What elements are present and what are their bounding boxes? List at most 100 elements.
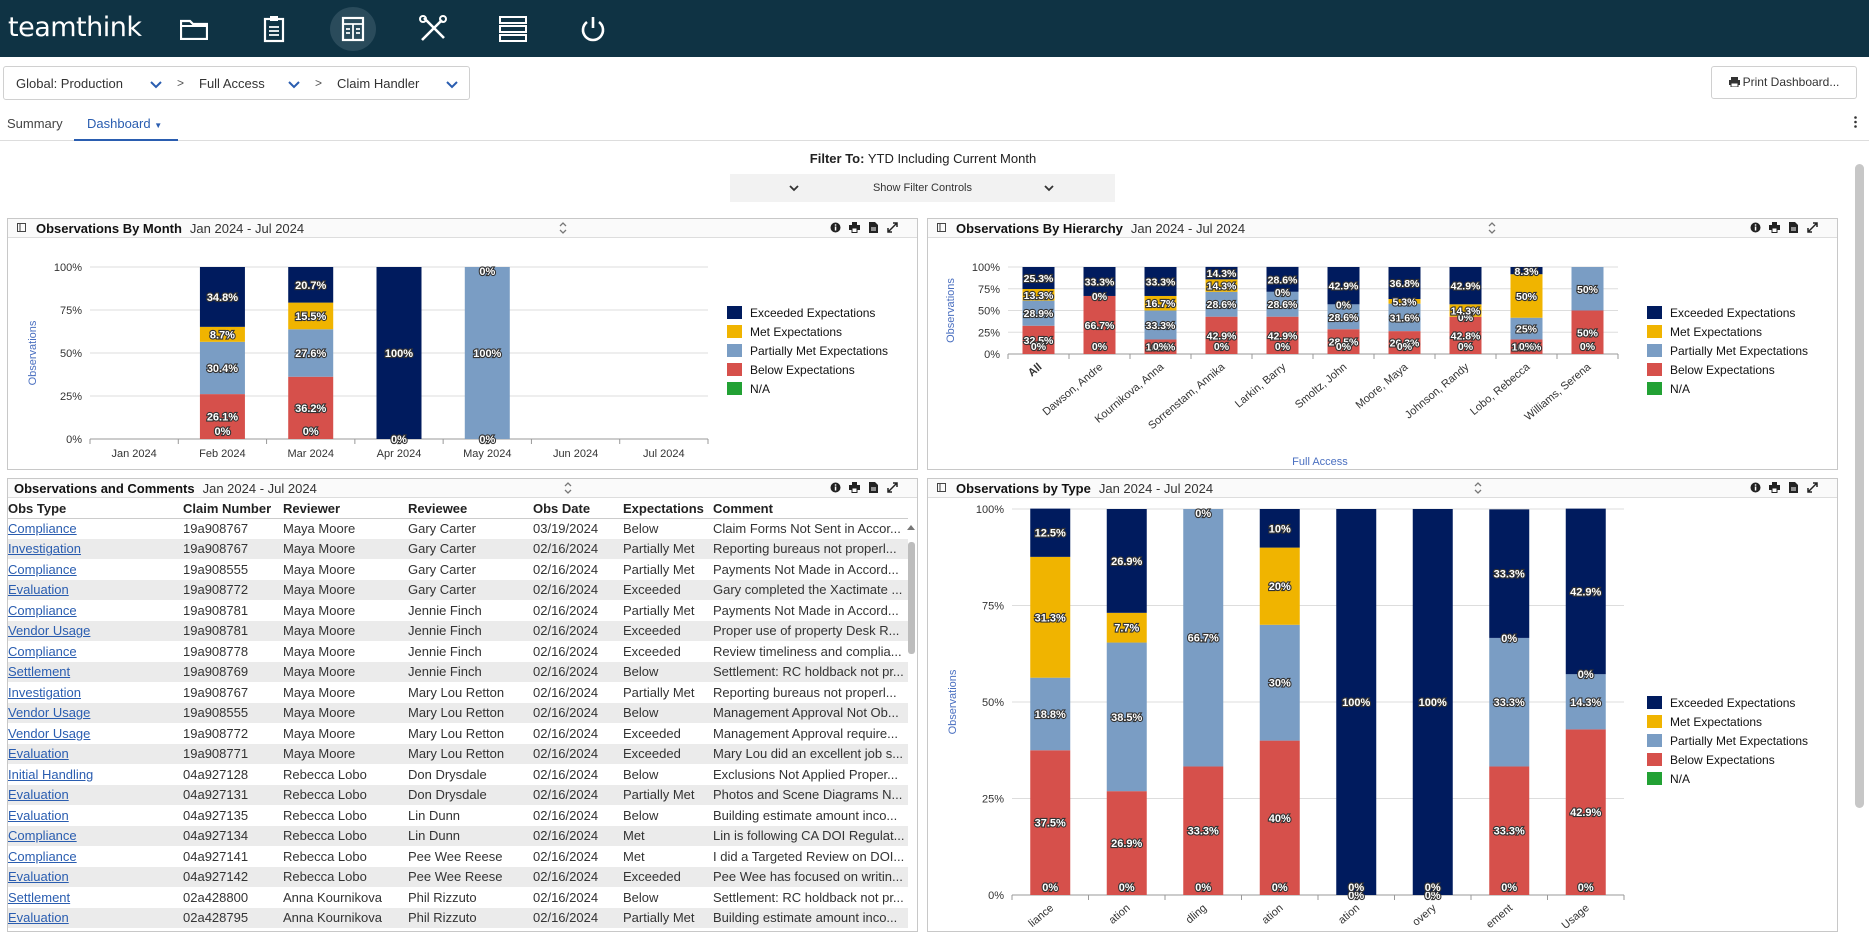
- table-row[interactable]: Initial Handling 04a927128 Rebecca Lobo Don…: [8, 764, 908, 785]
- show-filter-controls-toggle[interactable]: Show Filter Controls: [730, 174, 1115, 202]
- table-scrollbar[interactable]: [906, 522, 916, 928]
- scrollbar-thumb[interactable]: [1855, 164, 1864, 808]
- resize-handle-icon[interactable]: [564, 482, 572, 494]
- column-header[interactable]: Obs Date: [533, 499, 623, 519]
- column-header[interactable]: Comment: [713, 499, 908, 519]
- obs-type-link[interactable]: Investigation: [8, 541, 81, 557]
- table-row[interactable]: Evaluation 04a927142 Rebecca Lobo Pee Wee R…: [8, 866, 908, 887]
- legend-item[interactable]: Met Expectations: [727, 322, 888, 341]
- expand-icon[interactable]: [887, 222, 898, 233]
- page-scrollbar[interactable]: [1851, 142, 1868, 932]
- export-icon[interactable]: [868, 482, 879, 493]
- obs-type-link[interactable]: Investigation: [8, 684, 81, 700]
- obs-type-link[interactable]: Evaluation: [8, 582, 69, 598]
- legend-item[interactable]: Exceeded Expectations: [1647, 693, 1808, 712]
- obs-type-link[interactable]: Compliance: [8, 521, 77, 536]
- table-row[interactable]: Vendor Usage 19a908781 Maya Moore Jennie Fi…: [8, 620, 908, 641]
- legend-item[interactable]: Below Expectations: [1647, 360, 1808, 379]
- table-row[interactable]: Evaluation 04a927135 Rebecca Lobo Lin Dunn 0…: [8, 805, 908, 826]
- table-row[interactable]: Compliance 19a908778 Maya Moore Jennie Finc…: [8, 641, 908, 662]
- obs-type-link[interactable]: Compliance: [8, 561, 77, 577]
- table-row[interactable]: Evaluation 02a428795 Anna Kournikova Phil R…: [8, 907, 908, 928]
- legend-item[interactable]: N/A: [1647, 379, 1808, 398]
- tab-summary[interactable]: Summary: [7, 116, 63, 131]
- obs-type-link[interactable]: Compliance: [8, 643, 77, 659]
- obs-type-link[interactable]: Compliance: [8, 828, 77, 844]
- obs-type-link[interactable]: Vendor Usage: [8, 705, 91, 721]
- chevron-down-icon[interactable]: [446, 81, 458, 89]
- print-icon[interactable]: [849, 222, 860, 233]
- server-icon[interactable]: [490, 7, 536, 51]
- column-header[interactable]: Expectations: [623, 499, 713, 519]
- table-scrollbar-thumb[interactable]: [908, 542, 915, 654]
- column-header[interactable]: Claim Number: [183, 499, 283, 519]
- legend-item[interactable]: Met Expectations: [1647, 322, 1808, 341]
- table-row[interactable]: Vendor Usage 19a908555 Maya Moore Mary Lou …: [8, 702, 908, 723]
- legend-item[interactable]: N/A: [727, 379, 888, 398]
- breadcrumb-access-select[interactable]: Full Access: [199, 76, 265, 91]
- legend-item[interactable]: Partially Met Expectations: [1647, 341, 1808, 360]
- print-dashboard-button[interactable]: Print Dashboard...: [1711, 66, 1857, 99]
- column-header[interactable]: Reviewee: [408, 499, 533, 519]
- dashboard-icon[interactable]: [330, 7, 376, 51]
- resize-handle-icon[interactable]: [1474, 482, 1482, 494]
- legend-item[interactable]: Below Expectations: [727, 360, 888, 379]
- info-icon[interactable]: [830, 482, 841, 493]
- obs-type-link[interactable]: Evaluation: [8, 746, 69, 762]
- obs-type-link[interactable]: Evaluation: [8, 910, 69, 926]
- table-row[interactable]: Compliance 04a927141 Rebecca Lobo Pee Wee R…: [8, 846, 908, 867]
- column-header[interactable]: Obs Type: [8, 499, 183, 519]
- chevron-down-icon[interactable]: [288, 81, 300, 89]
- folder-icon[interactable]: [171, 7, 217, 51]
- obs-type-link[interactable]: Evaluation: [8, 869, 69, 885]
- legend-item[interactable]: Exceeded Expectations: [727, 303, 888, 322]
- obs-type-link[interactable]: Initial Handling: [8, 766, 94, 782]
- print-icon[interactable]: [1769, 222, 1780, 233]
- tools-icon[interactable]: [410, 7, 456, 51]
- table-row[interactable]: Evaluation 19a908771 Maya Moore Mary Lou Re…: [8, 743, 908, 764]
- obs-type-link[interactable]: Settlement: [8, 664, 71, 680]
- legend-item[interactable]: Partially Met Expectations: [727, 341, 888, 360]
- table-row[interactable]: Compliance 04a927134 Rebecca Lobo Lin Dunn 0…: [8, 825, 908, 846]
- breadcrumb-role-select[interactable]: Claim Handler: [337, 76, 420, 91]
- power-icon[interactable]: [570, 7, 616, 51]
- table-row[interactable]: Compliance 19a908767 Maya Moore Gary Carter…: [8, 518, 908, 539]
- collapse-panel-icon[interactable]: [937, 223, 946, 232]
- table-row[interactable]: Settlement 02a428800 Anna Kournikova Phil R…: [8, 887, 908, 908]
- collapse-panel-icon[interactable]: [937, 483, 946, 492]
- obs-type-link[interactable]: Settlement: [8, 889, 71, 905]
- kebab-menu-icon[interactable]: [1854, 116, 1857, 128]
- table-row[interactable]: Vendor Usage 19a908772 Maya Moore Mary Lou …: [8, 723, 908, 744]
- obs-type-link[interactable]: Vendor Usage: [8, 623, 91, 639]
- export-icon[interactable]: [1788, 482, 1799, 493]
- expand-icon[interactable]: [1807, 222, 1818, 233]
- clipboard-icon[interactable]: [251, 7, 297, 51]
- info-icon[interactable]: [830, 222, 841, 233]
- table-row[interactable]: Compliance 19a908555 Maya Moore Gary Carter…: [8, 559, 908, 580]
- resize-handle-icon[interactable]: [559, 222, 567, 234]
- obs-type-link[interactable]: Evaluation: [8, 787, 69, 803]
- export-icon[interactable]: [868, 222, 879, 233]
- table-row[interactable]: Investigation 19a908767 Maya Moore Mary Lou…: [8, 682, 908, 703]
- tab-dashboard[interactable]: Dashboard ▼: [74, 111, 178, 141]
- print-icon[interactable]: [1769, 482, 1780, 493]
- collapse-panel-icon[interactable]: [17, 223, 26, 232]
- table-row[interactable]: Compliance 19a908781 Maya Moore Jennie Finc…: [8, 600, 908, 621]
- resize-handle-icon[interactable]: [1488, 222, 1496, 234]
- legend-item[interactable]: N/A: [1647, 769, 1808, 788]
- table-row[interactable]: Settlement 19a908769 Maya Moore Jennie Finc…: [8, 661, 908, 682]
- legend-item[interactable]: Exceeded Expectations: [1647, 303, 1808, 322]
- chevron-down-icon[interactable]: [150, 81, 162, 89]
- legend-item[interactable]: Below Expectations: [1647, 750, 1808, 769]
- info-icon[interactable]: [1750, 222, 1761, 233]
- print-icon[interactable]: [849, 482, 860, 493]
- scroll-up-icon[interactable]: [907, 524, 915, 530]
- breadcrumb-scope-select[interactable]: Global: Production: [16, 76, 123, 91]
- legend-item[interactable]: Met Expectations: [1647, 712, 1808, 731]
- table-row[interactable]: Evaluation 19a908772 Maya Moore Gary Carter…: [8, 579, 908, 600]
- legend-item[interactable]: Partially Met Expectations: [1647, 731, 1808, 750]
- obs-type-link[interactable]: Compliance: [8, 848, 77, 864]
- column-header[interactable]: Reviewer: [283, 499, 408, 519]
- expand-icon[interactable]: [887, 482, 898, 493]
- obs-type-link[interactable]: Evaluation: [8, 807, 69, 823]
